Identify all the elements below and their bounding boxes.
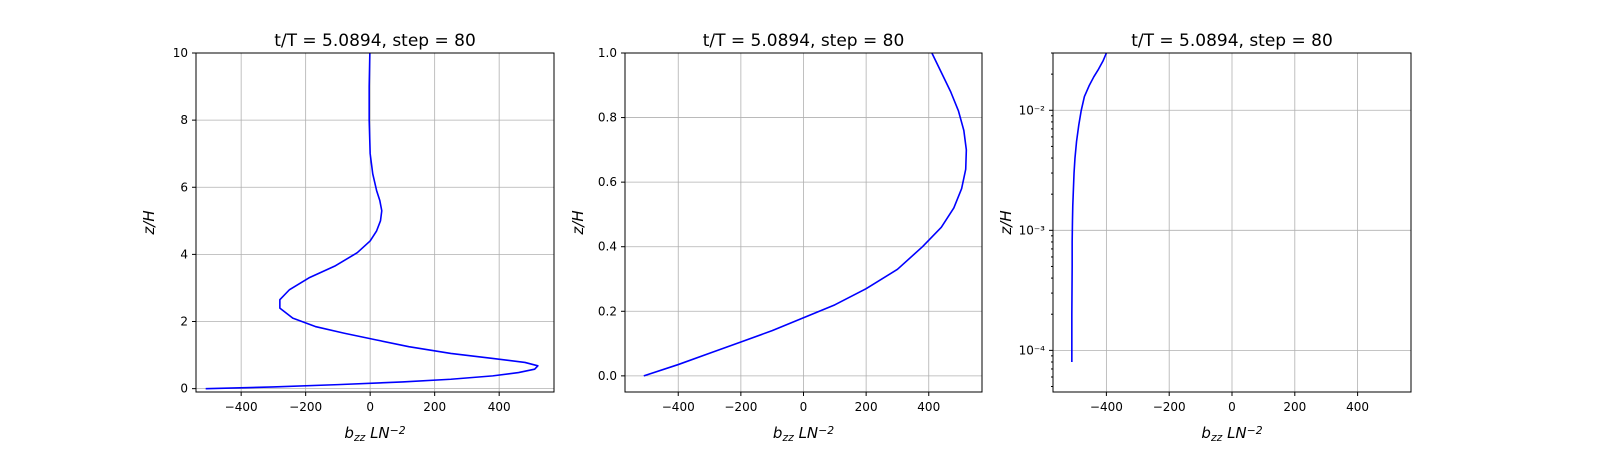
y-tick-label: 0.8: [598, 111, 617, 125]
y-axis-label: z/H: [140, 210, 158, 235]
y-tick-label: 1.0: [598, 46, 617, 60]
x-tick-label: 400: [917, 400, 940, 414]
y-tick-label: 0: [180, 382, 188, 396]
x-tick-label: −200: [1153, 400, 1186, 414]
y-tick-label: 0.0: [598, 369, 617, 383]
x-tick-label: 200: [423, 400, 446, 414]
subplot-2: −400 −200 0 200 400 0.0 0.2 0.4 0.6 0.8 1.0 t/T = 5…: [569, 31, 983, 445]
y-axis-label: z/H: [569, 210, 587, 235]
y-tick-label: 6: [180, 180, 188, 194]
series-line: [1071, 52, 1108, 362]
x-tick-label: 200: [1283, 400, 1306, 414]
subplot-1: −400 −200 0 200 400 0 2 4 6 8 10 t/T = 5.0894, step…: [140, 31, 555, 445]
series-line: [205, 52, 539, 390]
y-tick-label: 10⁻³: [1019, 223, 1046, 237]
x-tick-label: 0: [800, 400, 808, 414]
x-tick-label: 400: [488, 400, 511, 414]
x-tick-label: −200: [724, 400, 757, 414]
chart-title: t/T = 5.0894, step = 80: [1131, 31, 1333, 51]
y-tick-label: 10: [173, 46, 188, 60]
x-axis-label: bzz LN−2: [1201, 424, 1262, 445]
chart-title: t/T = 5.0894, step = 80: [274, 31, 476, 51]
x-tick-label: −400: [1090, 400, 1123, 414]
x-tick-label: −400: [662, 400, 695, 414]
axes-frame: [195, 52, 555, 393]
x-axis-label: bzz LN−2: [344, 424, 405, 445]
series-line: [643, 52, 968, 377]
y-tick-label: 4: [180, 247, 188, 261]
subplot-3: −400 −200 0 200 400 10⁻⁴ 10⁻³ 10⁻² t/T = 5.0894,…: [997, 31, 1412, 445]
x-tick-label: 0: [366, 400, 374, 414]
y-tick-label: 10⁻⁴: [1019, 343, 1046, 357]
x-tick-label: −200: [289, 400, 322, 414]
y-tick-label: 2: [180, 315, 188, 329]
x-tick-label: 0: [1228, 400, 1236, 414]
x-axis-label: bzz LN−2: [773, 424, 834, 445]
x-tick-label: 200: [855, 400, 878, 414]
y-tick-label: 10⁻²: [1019, 103, 1046, 117]
y-tick-label: 0.2: [598, 304, 617, 318]
y-axis-label: z/H: [997, 210, 1015, 235]
x-tick-label: 400: [1346, 400, 1369, 414]
chart-title: t/T = 5.0894, step = 80: [703, 31, 905, 51]
y-tick-label: 8: [180, 113, 188, 127]
x-tick-label: −400: [225, 400, 258, 414]
y-tick-label: 0.6: [598, 175, 617, 189]
y-tick-label: 0.4: [598, 240, 617, 254]
